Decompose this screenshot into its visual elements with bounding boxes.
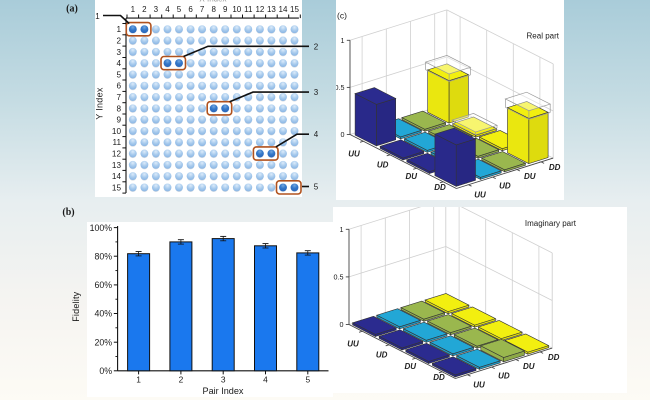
svg-text:0: 0 xyxy=(341,130,345,139)
svg-text:11: 11 xyxy=(244,5,253,14)
svg-text:3: 3 xyxy=(314,88,319,97)
svg-text:DU: DU xyxy=(523,362,535,371)
svg-text:Real part: Real part xyxy=(527,31,560,40)
svg-text:(b): (b) xyxy=(62,207,74,218)
svg-text:0%: 0% xyxy=(99,366,112,376)
svg-text:1: 1 xyxy=(341,36,345,45)
svg-text:DD: DD xyxy=(548,353,560,362)
svg-text:5: 5 xyxy=(314,183,319,192)
svg-text:13: 13 xyxy=(267,5,276,14)
svg-text:UD: UD xyxy=(499,181,511,190)
svg-text:3: 3 xyxy=(221,375,226,385)
svg-text:UD: UD xyxy=(377,161,389,170)
svg-text:20%: 20% xyxy=(94,337,112,347)
svg-text:1: 1 xyxy=(136,375,141,385)
svg-text:10: 10 xyxy=(232,5,241,14)
svg-text:Imaginary part: Imaginary part xyxy=(525,219,577,228)
svg-text:7: 7 xyxy=(200,5,205,14)
svg-text:4: 4 xyxy=(116,59,121,68)
svg-text:Y Index: Y Index xyxy=(95,87,105,120)
svg-text:2: 2 xyxy=(179,375,184,385)
svg-text:0.5: 0.5 xyxy=(335,83,345,92)
svg-text:Pair Index: Pair Index xyxy=(203,386,244,396)
svg-text:4: 4 xyxy=(263,375,268,385)
svg-text:DD: DD xyxy=(549,163,561,172)
svg-text:8: 8 xyxy=(211,5,216,14)
svg-text:12: 12 xyxy=(255,5,264,14)
svg-text:X Index: X Index xyxy=(199,0,226,3)
svg-text:UU: UU xyxy=(347,339,359,348)
svg-text:5: 5 xyxy=(305,375,310,385)
svg-text:3: 3 xyxy=(154,5,159,14)
svg-text:4: 4 xyxy=(165,5,170,14)
svg-text:UU: UU xyxy=(348,149,360,158)
svg-text:9: 9 xyxy=(223,5,228,14)
svg-text:Fidelity: Fidelity xyxy=(71,291,81,321)
svg-text:UU: UU xyxy=(474,191,486,200)
svg-text:2: 2 xyxy=(314,42,319,51)
svg-text:8: 8 xyxy=(116,104,121,113)
svg-text:DD: DD xyxy=(433,373,445,382)
svg-text:5: 5 xyxy=(177,5,182,14)
svg-text:15: 15 xyxy=(112,183,122,192)
svg-text:13: 13 xyxy=(112,161,122,170)
svg-text:UD: UD xyxy=(498,371,510,380)
svg-text:100%: 100% xyxy=(90,223,113,233)
svg-text:1: 1 xyxy=(95,12,100,21)
svg-text:9: 9 xyxy=(116,116,121,125)
svg-text:0: 0 xyxy=(340,320,344,329)
svg-text:(a): (a) xyxy=(66,4,78,15)
svg-text:6: 6 xyxy=(116,82,121,91)
svg-text:12: 12 xyxy=(112,150,122,159)
svg-text:1: 1 xyxy=(340,225,344,234)
svg-text:1: 1 xyxy=(116,25,121,34)
svg-text:4: 4 xyxy=(314,130,319,139)
svg-text:7: 7 xyxy=(116,93,121,102)
svg-text:1: 1 xyxy=(131,5,136,14)
svg-text:40%: 40% xyxy=(94,309,112,319)
svg-text:DU: DU xyxy=(524,172,536,181)
svg-text:UU: UU xyxy=(473,381,485,390)
svg-text:80%: 80% xyxy=(94,251,112,261)
svg-text:DU: DU xyxy=(406,172,418,181)
svg-text:DD: DD xyxy=(434,183,446,192)
svg-text:2: 2 xyxy=(116,37,121,46)
svg-text:2: 2 xyxy=(142,5,147,14)
svg-text:14: 14 xyxy=(279,5,288,14)
svg-text:11: 11 xyxy=(113,138,122,147)
svg-text:0.5: 0.5 xyxy=(334,273,344,282)
svg-text:15: 15 xyxy=(290,5,299,14)
svg-text:6: 6 xyxy=(188,5,193,14)
svg-text:5: 5 xyxy=(116,70,121,79)
svg-text:(c): (c) xyxy=(337,11,347,21)
svg-text:DU: DU xyxy=(405,362,417,371)
svg-text:3: 3 xyxy=(116,48,121,57)
svg-text:10: 10 xyxy=(112,127,122,136)
svg-text:60%: 60% xyxy=(94,280,112,290)
svg-text:UD: UD xyxy=(376,351,388,360)
svg-text:14: 14 xyxy=(112,172,122,181)
